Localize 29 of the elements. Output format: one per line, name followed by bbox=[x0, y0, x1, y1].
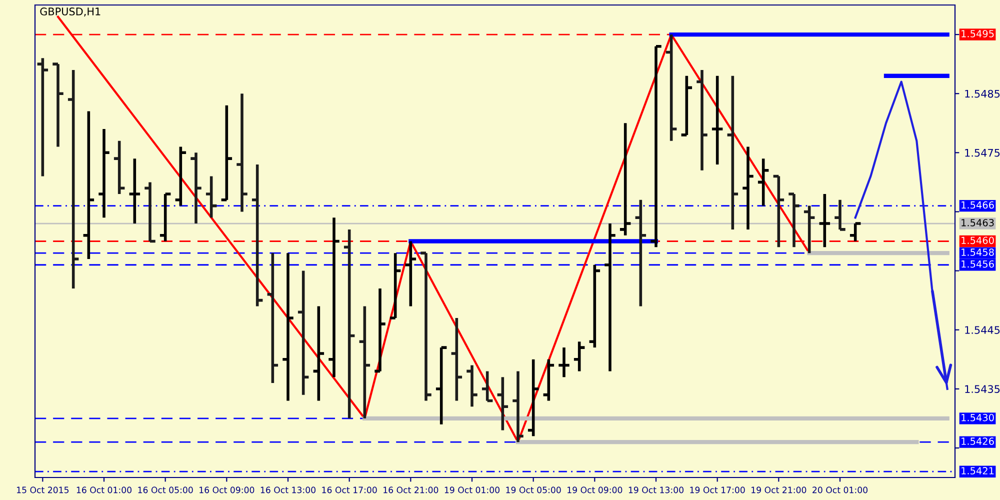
x-tick-label: 20 Oct 01:00 bbox=[812, 486, 868, 494]
line-series bbox=[854, 80, 948, 390]
x-tick-label: 16 Oct 01:00 bbox=[76, 486, 132, 494]
ref-line-label: 1.5456 bbox=[962, 260, 994, 268]
x-tick-label: 16 Oct 21:00 bbox=[384, 486, 438, 494]
y-tick-label: 1.5485 bbox=[965, 90, 1000, 98]
ref-line-label: 1.5460 bbox=[962, 236, 994, 244]
ref-line-label: 1.5421 bbox=[962, 467, 994, 474]
y-tick-label: 1.5435 bbox=[965, 385, 1000, 394]
x-tick-label: 15 Oct 2015 bbox=[16, 486, 69, 494]
chart-title: GBPUSD,H1 bbox=[40, 8, 100, 16]
x-tick-label: 19 Oct 05:00 bbox=[506, 486, 561, 494]
y-tick-label: 1.5475 bbox=[965, 149, 1000, 157]
x-tick-label: 19 Oct 01:00 bbox=[444, 486, 500, 494]
ref-line-label: 1.5458 bbox=[962, 248, 994, 256]
ref-line-label: 1.5495 bbox=[962, 30, 994, 38]
y-tick-label: 1.5445 bbox=[965, 326, 1000, 334]
ref-line-label: 1.5463 bbox=[962, 219, 994, 226]
x-tick-label: 16 Oct 13:00 bbox=[260, 486, 316, 494]
x-tick-label: 16 Oct 17:00 bbox=[322, 486, 377, 494]
x-tick-label: 16 Oct 05:00 bbox=[138, 486, 193, 494]
ref-line-label: 1.5426 bbox=[962, 438, 994, 445]
ref-line-label: 1.5430 bbox=[962, 414, 994, 422]
x-tick-label: 19 Oct 13:00 bbox=[628, 486, 684, 494]
x-tick-label: 19 Oct 17:00 bbox=[690, 486, 745, 494]
x-tick-label: 16 Oct 09:00 bbox=[200, 486, 254, 494]
x-tick-label: 19 Oct 21:00 bbox=[752, 486, 806, 494]
x-tick-label: 19 Oct 09:00 bbox=[568, 486, 622, 494]
ref-line-label: 1.5466 bbox=[962, 201, 994, 209]
